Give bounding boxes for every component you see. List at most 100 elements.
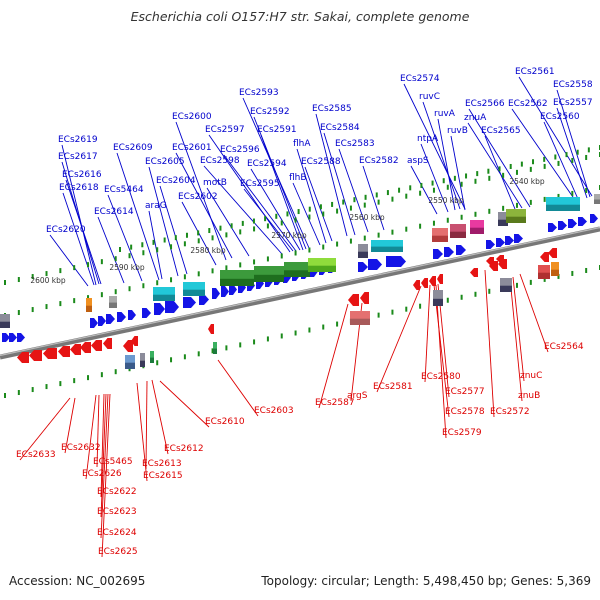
feature-block [433, 290, 443, 306]
ruler-tick-mark [266, 336, 269, 342]
ruler-tick-mark [363, 235, 366, 241]
forward-gene-arrow [98, 316, 106, 326]
ruler-tick-mark [225, 232, 228, 238]
leader-line-ecs2633 [19, 397, 71, 461]
ruler-tick-mark [446, 297, 449, 303]
forward-gene-label-ecs2584: ECs2584 [320, 123, 360, 133]
ruler-tick-mark [331, 201, 334, 207]
forward-gene-arrow [128, 310, 136, 320]
ruler-tick-mark [488, 288, 491, 294]
ruler-tick-mark [498, 166, 501, 172]
ruler-tick-mark [197, 271, 200, 277]
forward-gene-arrow [358, 262, 368, 272]
reverse-gene-label-ecs2577: ECs2577 [445, 387, 485, 397]
forward-gene-label-ecs2558: ECs2558 [553, 80, 593, 90]
reverse-gene-arrow [123, 340, 133, 352]
ruler-tick-mark [294, 330, 297, 336]
feature-block [109, 296, 117, 308]
forward-gene-arrow [165, 301, 179, 313]
ruler-tick-mark [585, 154, 588, 160]
forward-gene-label-ecs2582: ECs2582 [359, 156, 399, 166]
feature-block-shade [86, 305, 92, 312]
forward-gene-label-znua: znuA [464, 113, 487, 123]
feature-block-shade [150, 357, 154, 363]
ruler-tick-mark [170, 244, 173, 250]
forward-gene-label-ruva: ruvA [434, 109, 456, 119]
ruler-tick-mark [170, 277, 173, 283]
ruler-tick-mark [557, 273, 560, 279]
leader-line-arag [148, 210, 163, 280]
reverse-gene-label-ecs2581: ECs2581 [373, 382, 413, 392]
forward-gene-arrow [486, 240, 495, 249]
ruler-tick-mark [230, 223, 233, 229]
leader-line-ecs2626 [85, 394, 97, 480]
ruler-tick-mark [280, 253, 283, 259]
leader-line-ecs2620 [49, 234, 89, 287]
forward-gene-label-ecs2592: ECs2592 [250, 107, 290, 117]
forward-gene-label-ecs2614: ECs2614 [94, 207, 134, 217]
ruler-tick-mark [31, 387, 34, 393]
ruler-tick-mark [174, 235, 177, 241]
ruler-tick-mark [432, 187, 435, 193]
reverse-gene-arrow [103, 338, 112, 349]
ruler-tick-mark [520, 161, 523, 167]
reverse-gene-label-znub: znuB [518, 391, 540, 401]
feature-block [86, 298, 92, 312]
ruler-tick-mark [386, 190, 389, 196]
forward-gene-label-ecs2597: ECs2597 [205, 125, 245, 135]
ruler-tick-mark [474, 211, 477, 217]
ruler-tick-mark [100, 372, 103, 378]
leader-line-ecs2557 [556, 107, 588, 199]
forward-gene-label-ecs2600: ECs2600 [172, 112, 212, 122]
ruler-tick-mark [156, 247, 159, 253]
ruler-tick-mark [585, 267, 588, 273]
forward-gene-arrow [90, 318, 98, 328]
ruler-tick-mark [543, 276, 546, 282]
ruler-tick-mark [446, 184, 449, 190]
reverse-gene-arrow [360, 292, 369, 304]
feature-block-shade [500, 285, 512, 292]
ruler-tick-mark [308, 214, 311, 220]
leader-line-ecs2610 [159, 380, 210, 428]
forward-gene-arrow [2, 333, 10, 342]
scale-tick-label: 2540 kbp [509, 177, 545, 186]
leader-line-ecs2588 [304, 166, 333, 242]
forward-gene-label-ecs2601: ECs2601 [172, 143, 212, 153]
leader-line-ecs2587 [318, 303, 349, 409]
ruler-tick-mark [156, 280, 159, 286]
ruler-tick-mark [409, 185, 412, 191]
leader-line-ecs2609 [116, 152, 160, 281]
leader-line-ecs2623 [100, 393, 107, 518]
feature-block-shade [125, 362, 135, 369]
forward-gene-arrow [514, 234, 523, 243]
ruler-tick-mark [308, 206, 311, 212]
leader-line-ecs2564 [519, 273, 549, 353]
ruler-tick-mark [294, 217, 297, 223]
feature-block [0, 314, 10, 328]
scale-tick-label: 2580 kbp [190, 246, 226, 255]
forward-gene-label-ecs2566: ECs2566 [465, 99, 505, 109]
reverse-gene-arrow [486, 257, 494, 265]
ruler-tick-mark [460, 214, 463, 220]
leader-line-ntpa [420, 143, 449, 213]
forward-gene-arrow [117, 312, 126, 322]
feature-block-shade [546, 204, 580, 211]
ruler-tick-mark [377, 199, 380, 205]
ruler-tick-mark [465, 173, 468, 179]
forward-gene-label-ecs2585: ECs2585 [312, 104, 352, 114]
ruler-tick-mark [286, 211, 289, 217]
leader-line-ecs2579 [435, 284, 447, 439]
ruler-tick-mark [59, 268, 62, 274]
leader-line-ecs2562 [511, 108, 576, 201]
leader-line-ecs5465 [96, 394, 100, 468]
ruler-tick-mark [308, 247, 311, 253]
leader-line-ecs5464 [107, 194, 143, 282]
ruler-tick-mark [253, 226, 256, 232]
ruler-tick-mark [322, 211, 325, 217]
ruler-tick-mark [45, 304, 48, 310]
forward-gene-label-ecs2598: ECs2598 [200, 156, 240, 166]
ruler-tick-mark [128, 286, 131, 292]
feature-block-shade [371, 246, 403, 252]
ruler-tick-mark [252, 218, 255, 224]
forward-gene-arrow [142, 308, 151, 318]
